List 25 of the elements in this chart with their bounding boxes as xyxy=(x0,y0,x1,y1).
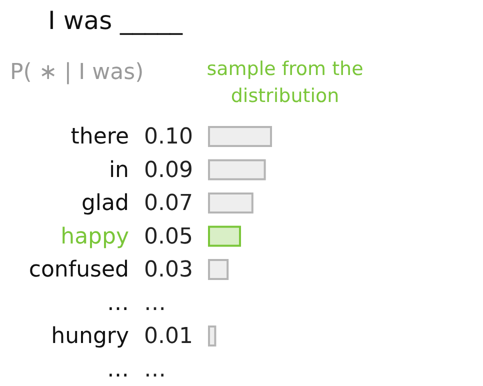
y-tick-label: there xyxy=(70,124,129,150)
y-tick-label: hungry xyxy=(51,324,129,350)
text: … xyxy=(144,357,166,382)
data-label: 0.05 xyxy=(144,224,193,250)
chart-subtitle: P( ∗ | I was) xyxy=(10,60,144,85)
data-label: 0.07 xyxy=(144,191,193,216)
bar xyxy=(208,126,272,147)
text: … xyxy=(144,290,166,316)
bar xyxy=(208,326,216,346)
y-tick-label: glad xyxy=(81,191,129,216)
data-label: 0.03 xyxy=(144,258,193,283)
data-label: 0.10 xyxy=(144,124,193,150)
y-tick-label: in xyxy=(108,158,129,183)
bar xyxy=(208,192,254,214)
data-label: 0.09 xyxy=(144,158,193,183)
y-tick-label: … xyxy=(107,290,129,316)
bar xyxy=(208,226,241,247)
y-tick-label: … xyxy=(107,357,129,382)
chart-title: I was _____ xyxy=(48,6,183,35)
y-tick-label: happy xyxy=(60,224,129,250)
bar xyxy=(208,259,229,280)
y-tick-label: confused xyxy=(28,258,129,283)
bar xyxy=(208,159,266,180)
text: sample from the distribution xyxy=(206,57,364,109)
data-label: 0.01 xyxy=(144,324,193,350)
